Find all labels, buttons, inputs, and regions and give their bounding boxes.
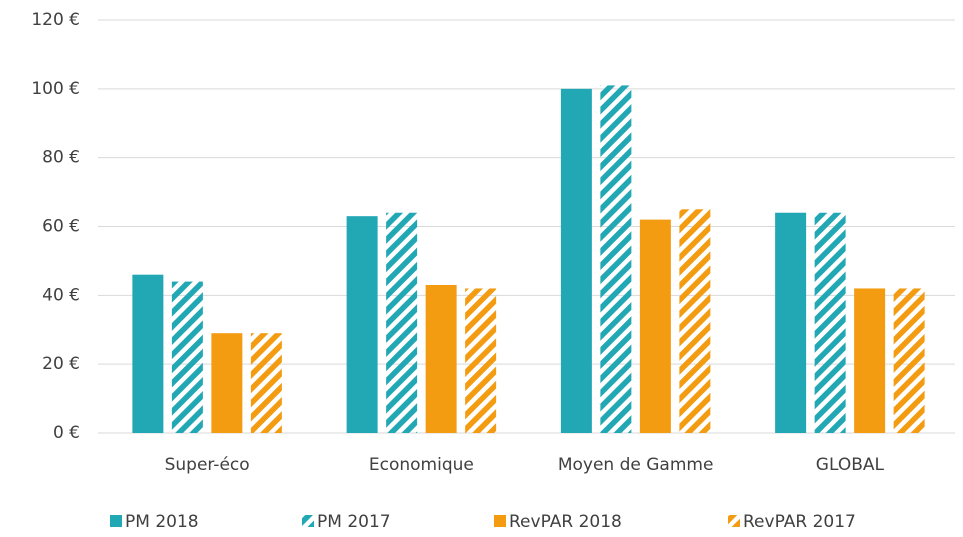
bar <box>814 212 846 433</box>
bar <box>132 274 164 433</box>
bar <box>425 285 457 433</box>
x-tick-label: Super-éco <box>165 455 250 475</box>
bar <box>211 333 243 433</box>
y-tick-label: 60 € <box>42 217 80 237</box>
bar <box>600 85 632 434</box>
legend-label: PM 2017 <box>317 512 391 532</box>
legend-label: RevPAR 2018 <box>509 512 622 532</box>
bar <box>893 288 925 433</box>
bar <box>560 88 592 433</box>
bar <box>679 209 711 433</box>
y-tick-label: 120 € <box>31 10 80 30</box>
legend-label: PM 2018 <box>125 512 199 532</box>
bar <box>639 219 671 433</box>
y-tick-label: 40 € <box>42 285 80 305</box>
legend-swatch <box>302 515 314 527</box>
bar <box>171 281 203 433</box>
bar <box>854 288 886 433</box>
bar <box>465 288 497 433</box>
y-tick-label: 100 € <box>31 79 80 99</box>
bar <box>250 333 282 433</box>
bar <box>775 212 807 433</box>
legend-label: RevPAR 2017 <box>743 512 856 532</box>
y-tick-label: 20 € <box>42 354 80 374</box>
legend-swatch <box>494 515 506 527</box>
x-tick-label: Economique <box>369 455 474 475</box>
x-tick-label: GLOBAL <box>816 455 885 475</box>
legend-swatch <box>110 515 122 527</box>
x-tick-label: Moyen de Gamme <box>558 455 714 475</box>
bar <box>386 212 418 433</box>
y-tick-label: 0 € <box>53 423 80 443</box>
legend-swatch <box>728 515 740 527</box>
bar <box>346 216 378 433</box>
y-tick-label: 80 € <box>42 148 80 168</box>
